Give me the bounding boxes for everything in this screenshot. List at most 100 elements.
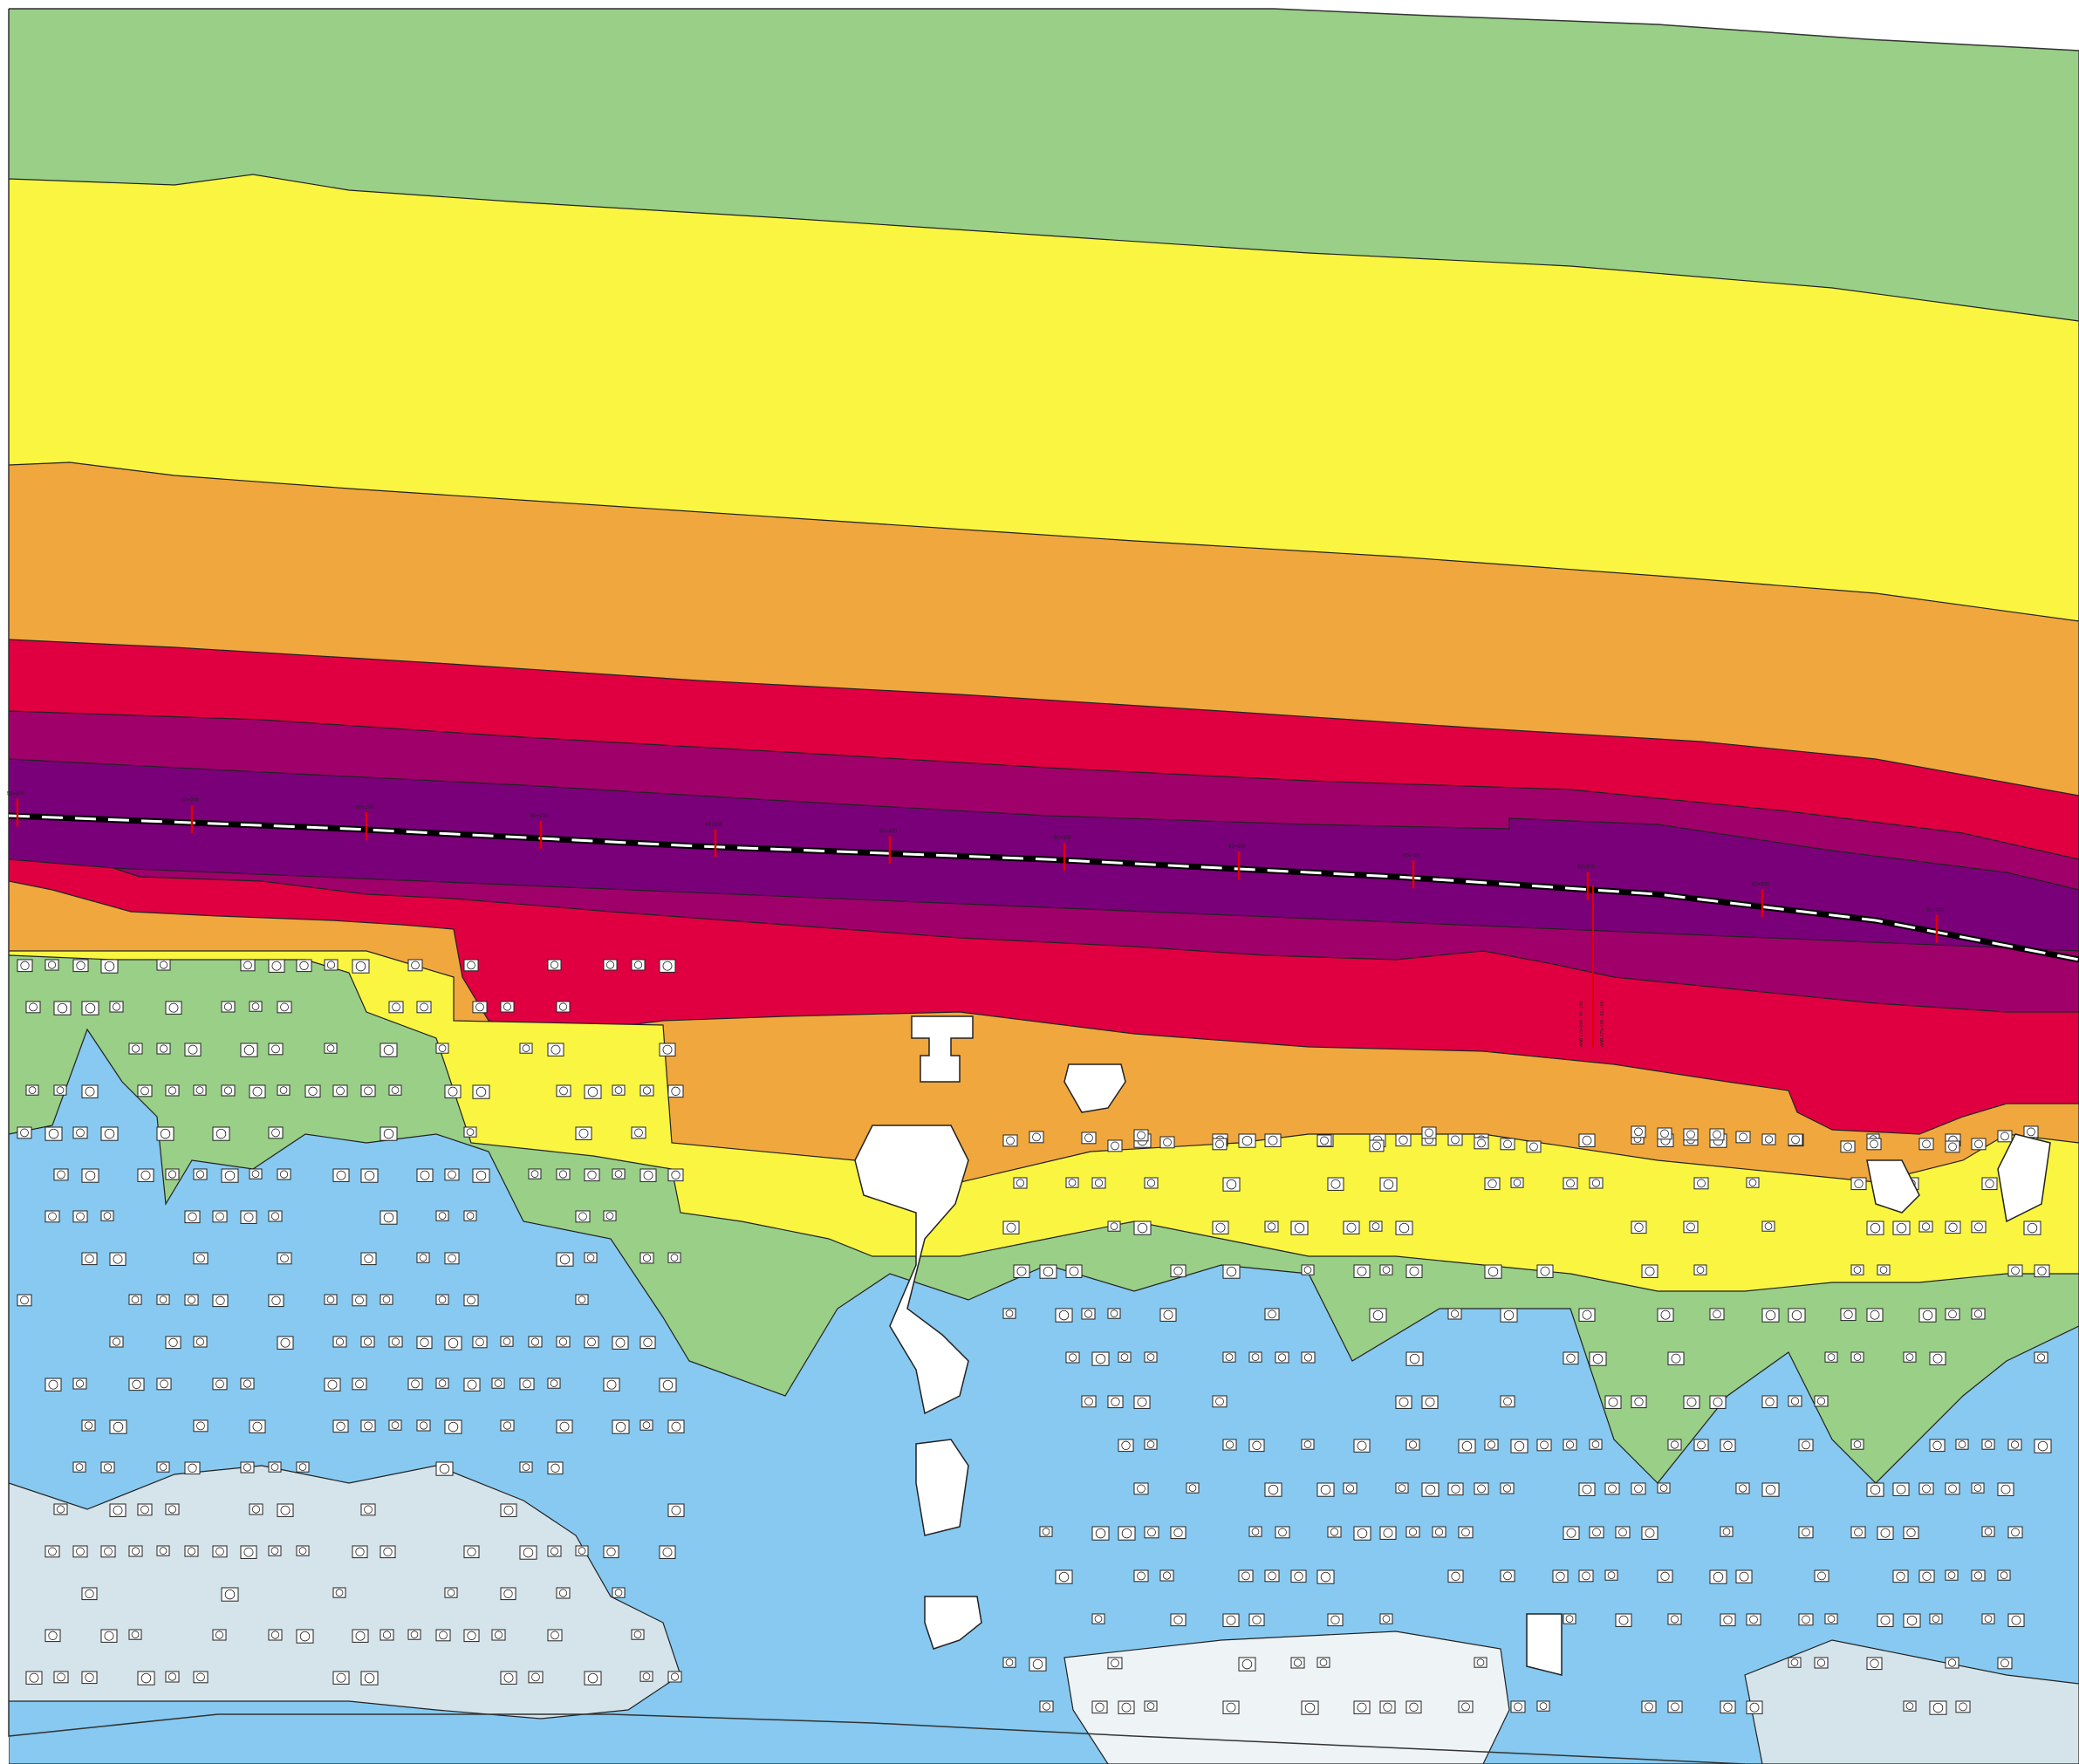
building	[268, 1210, 283, 1222]
building	[407, 1629, 421, 1640]
building	[1055, 1569, 1073, 1584]
building	[1275, 1526, 1290, 1539]
building	[1144, 1439, 1158, 1450]
building	[240, 1461, 255, 1473]
building	[1238, 1657, 1256, 1672]
building	[81, 1252, 98, 1266]
building	[360, 1168, 379, 1183]
building	[1877, 1526, 1894, 1540]
building	[1578, 1569, 1594, 1583]
building	[137, 1503, 153, 1516]
building	[240, 1210, 257, 1224]
building	[1667, 1700, 1683, 1713]
building	[221, 1001, 236, 1013]
chainage-label: 60+700	[1403, 853, 1421, 858]
building	[184, 1294, 199, 1306]
building	[100, 1461, 115, 1473]
building	[1641, 1526, 1658, 1540]
building	[1091, 1700, 1108, 1714]
building	[435, 1629, 451, 1642]
building	[332, 1419, 349, 1433]
building	[1761, 1308, 1780, 1323]
building	[1850, 1439, 1864, 1450]
building	[1264, 1308, 1280, 1321]
building	[1918, 1138, 1934, 1151]
building	[388, 1419, 402, 1431]
building	[2023, 1125, 2039, 1138]
building	[1720, 1439, 1736, 1453]
building	[1945, 1657, 1959, 1669]
building	[1369, 1220, 1383, 1232]
building	[81, 1001, 99, 1015]
building	[435, 1210, 449, 1221]
building	[1144, 1177, 1159, 1189]
building	[1641, 1700, 1657, 1713]
building	[639, 1671, 653, 1682]
building	[44, 1210, 60, 1223]
building	[667, 1168, 684, 1182]
building	[1327, 1613, 1344, 1627]
building	[1159, 1136, 1175, 1149]
building	[100, 1629, 118, 1643]
building	[380, 1043, 398, 1057]
building	[2034, 1439, 2052, 1453]
building	[184, 1043, 202, 1056]
building	[17, 1294, 32, 1307]
building	[1552, 1569, 1569, 1583]
building	[1133, 1129, 1149, 1142]
building	[360, 1671, 379, 1685]
building	[165, 1336, 181, 1350]
building	[1091, 1351, 1110, 1366]
building	[352, 1294, 367, 1307]
building	[1981, 1526, 1995, 1537]
building	[1353, 1700, 1371, 1714]
building	[416, 1336, 433, 1350]
chainage-markers: 59+900 60+000 60+100 60+200 60+300 60+400 60+5…	[7, 791, 1945, 943]
building	[500, 1001, 515, 1013]
chainage-marker: 60+600	[1228, 844, 1247, 879]
building	[2023, 1220, 2041, 1235]
building	[249, 1419, 266, 1433]
building	[128, 1043, 143, 1055]
building	[463, 1629, 480, 1643]
building	[1186, 1482, 1200, 1494]
building	[463, 1210, 477, 1221]
building	[268, 1294, 284, 1308]
building	[1735, 1131, 1751, 1144]
building	[1892, 1220, 1911, 1235]
building	[1447, 1308, 1462, 1320]
building	[1604, 1482, 1620, 1495]
building	[1395, 1133, 1412, 1147]
building	[575, 1294, 589, 1305]
building	[1997, 1657, 2013, 1670]
building	[1327, 1526, 1342, 1538]
building	[667, 1252, 681, 1263]
building	[332, 1168, 350, 1182]
building	[1029, 1131, 1044, 1144]
building	[1866, 1308, 1884, 1322]
building	[1222, 1439, 1237, 1451]
building	[407, 1378, 423, 1391]
building	[1877, 1613, 1894, 1627]
building	[268, 1629, 283, 1641]
building	[1421, 1395, 1439, 1409]
building	[1474, 1137, 1489, 1150]
building	[1903, 1526, 1919, 1540]
building	[1133, 1569, 1149, 1583]
building	[1814, 1395, 1829, 1407]
building	[1002, 1657, 1016, 1668]
building	[1144, 1700, 1158, 1712]
building	[1107, 1139, 1123, 1152]
building	[1013, 1177, 1028, 1189]
building	[1421, 1126, 1437, 1139]
building	[1641, 1264, 1658, 1278]
building	[1118, 1526, 1136, 1541]
building	[603, 1545, 619, 1559]
building	[1850, 1526, 1866, 1539]
building	[380, 1294, 393, 1305]
building	[1107, 1395, 1124, 1409]
building	[53, 1001, 72, 1015]
building	[100, 1545, 116, 1558]
building	[1316, 1569, 1335, 1584]
